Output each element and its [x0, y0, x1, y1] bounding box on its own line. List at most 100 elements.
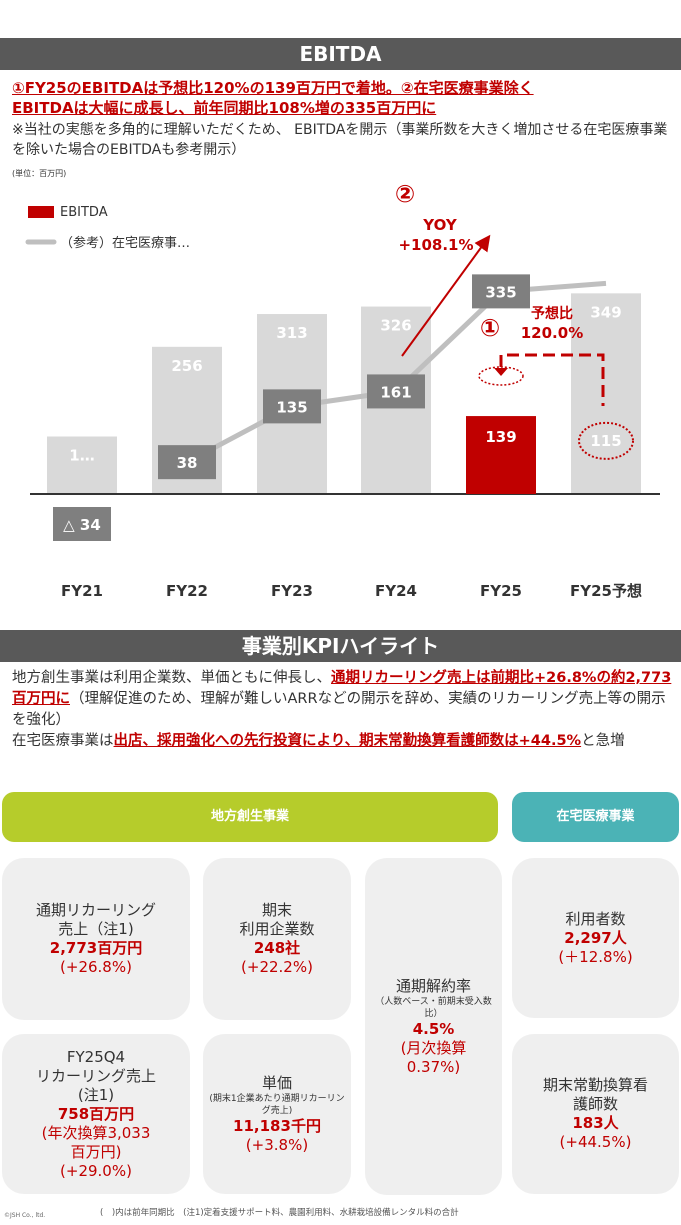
- forecast-arrow-head: [494, 368, 508, 376]
- card-value: 2,297: [564, 928, 612, 947]
- reference-bar-label: 313: [276, 324, 307, 342]
- card-sublabel: (期末1企業あたり通期リカーリング売上): [209, 1093, 345, 1116]
- forecast-label: 115: [590, 432, 621, 450]
- reference-bar: [47, 436, 117, 494]
- card-yoy: (+44.5%): [559, 1133, 632, 1151]
- kpi-intro-p1-highlight: 通期リカーリング売上は前期比+26.8%の約2,773百万円に: [12, 670, 672, 707]
- x-tick-label: FY24: [375, 582, 417, 600]
- card-label: リカーリング売上: [35, 1066, 156, 1085]
- card-cmp: 百万円): [70, 1142, 122, 1161]
- card-value: 248: [253, 939, 286, 957]
- ebitda-box-label: 38: [177, 454, 198, 472]
- x-tick-labels: FY21 FY22 FY23 FY24 FY25 FY25予想: [61, 582, 642, 600]
- copyright: ©JSH Co., ltd.: [4, 1212, 46, 1219]
- card-unit: 百万円: [89, 1104, 135, 1123]
- pill-local-business: 地方創生事業: [2, 792, 498, 842]
- card-unit: %: [439, 1019, 455, 1038]
- disclosure-note: ※当社の実態を多角的に理解いただくため、 EBITDAを開示（事業所数を大きく増…: [12, 122, 668, 158]
- card-unit: 人: [603, 1114, 619, 1132]
- forecast-bracket: [499, 353, 605, 406]
- card-value: 4.5: [412, 1019, 440, 1038]
- card-label: 利用者数: [565, 909, 626, 928]
- ebitda-box-label: 161: [380, 383, 411, 401]
- chart-annotations: ② YOY +108.1% ① 予想比 120.0%: [395, 180, 634, 460]
- card-label: 通期リカーリング: [35, 901, 156, 919]
- headline-line1: ①FY25のEBITDAは予想比120%の139百万円で着地。②在宅医療事業除く: [12, 79, 534, 97]
- card-sublabel: （人数ベース・前期末受入数比）: [375, 996, 492, 1019]
- card-label: 利用企業数: [239, 920, 315, 938]
- kpi-intro-p2-highlight: 出店、採用強化への先行投資により、期末常勤換算看護師数は+44.5%: [113, 733, 582, 749]
- pill-home-medical: 在宅医療事業: [512, 792, 679, 842]
- card-label: 期末: [261, 901, 292, 919]
- x-tick-label: FY25予想: [570, 582, 642, 600]
- reference-bar-label: 349: [590, 303, 621, 321]
- legend-swatch-ebitda: [28, 206, 54, 218]
- ebitda-box: [263, 389, 321, 424]
- ebitda-box: [158, 445, 216, 480]
- card-yoy: (＋12.8%): [558, 947, 633, 966]
- ebitda-bar-fy25: [466, 416, 536, 494]
- ebitda-box-label: 135: [276, 398, 307, 416]
- kpi-card-nurses: 期末常勤換算看 護師数 183人 (+44.5%): [512, 1034, 679, 1194]
- forecast-compare-label: 予想比: [531, 305, 573, 322]
- marker-1: ①: [480, 314, 500, 342]
- card-cmp: (年次換算3,033: [41, 1123, 151, 1142]
- reference-bar-label: 326: [380, 317, 411, 335]
- kpi-intro-p2a: 在宅医療事業は: [12, 733, 114, 749]
- kpi-card-q4-recurring: FY25Q4 リカーリング売上 (注1) 758百万円 (年次換算3,033 百…: [2, 1034, 190, 1194]
- kpi-card-users: 利用者数 2,297人 (＋12.8%): [512, 858, 679, 1018]
- card-yoy: (+22.2%): [241, 958, 313, 976]
- card-label: (注1): [77, 1085, 115, 1104]
- reference-bar: [571, 293, 641, 494]
- legend-label-reference: （参考）在宅医療事…: [60, 235, 190, 251]
- footer-note: ( )内は前年同期比 (注1)定着支援サポート料、農園利用料、水耕栽培設備レンタ…: [100, 1208, 459, 1218]
- x-tick-label: FY22: [166, 582, 208, 600]
- section-title-ebitda: EBITDA: [0, 38, 681, 70]
- card-yoy: (+3.8%): [245, 1135, 309, 1154]
- kpi-card-client-count: 期末 利用企業数 248社 (+22.2%): [203, 858, 351, 1020]
- forecast-dotted-circle: [578, 421, 634, 460]
- kpi-card-unit-price: 単価 (期末1企業あたり通期リカーリング売上) 11,183千円 (+3.8%): [203, 1034, 351, 1194]
- card-unit: 百万円: [97, 939, 143, 957]
- card-label: 通期解約率: [395, 976, 471, 995]
- yoy-value: +108.1%: [398, 236, 473, 254]
- card-label: 売上（注1): [58, 920, 134, 938]
- card-value: 11,183: [233, 1116, 291, 1135]
- card-yoy: (+29.0%): [60, 1161, 132, 1180]
- yoy-label: YOY: [422, 216, 458, 234]
- x-tick-label: FY25: [480, 582, 522, 600]
- kpi-intro-p2b: と急増: [581, 733, 625, 749]
- yoy-arrow: [401, 234, 491, 357]
- chart-legend: EBITDA （参考）在宅医療事…: [25, 205, 190, 251]
- card-label: 護師数: [572, 1095, 618, 1113]
- card-unit: 社: [285, 939, 301, 957]
- legend-label-ebitda: EBITDA: [60, 205, 108, 220]
- kpi-intro-p1b: （理解促進のため、理解が難しいARRなどの開示を辞め、実績のリカーリング売上等の…: [12, 691, 666, 728]
- x-tick-label: FY23: [271, 582, 313, 600]
- marker-2: ②: [395, 180, 415, 208]
- ebitda-box: [367, 374, 425, 409]
- headline-line2: EBITDAは大幅に成長し、前年同期比108%増の335百万円に: [12, 99, 437, 117]
- card-cmp: (月次換算: [400, 1038, 467, 1057]
- card-yoy: (+26.8%): [60, 958, 132, 976]
- unit-label: (単位：百万円): [12, 169, 67, 178]
- actual-dotted-circle: [478, 366, 524, 386]
- card-label: 単価: [261, 1073, 292, 1092]
- reference-bar-label: 256: [171, 357, 202, 375]
- card-label: FY25Q4: [66, 1047, 126, 1066]
- headline: ①FY25のEBITDAは予想比120%の139百万円で着地。②在宅医療事業除く…: [12, 78, 672, 118]
- card-unit: 人: [611, 928, 627, 947]
- kpi-intro: 地方創生事業は利用企業数、単価ともに伸長し、通期リカーリング売上は前期比+26.…: [12, 668, 674, 752]
- card-value: 758: [57, 1104, 90, 1123]
- reference-box-label: 335: [485, 283, 516, 301]
- reference-box: [472, 274, 530, 309]
- card-value: 183: [572, 1114, 604, 1132]
- card-unit: 千円: [290, 1116, 321, 1135]
- card-label: 期末常勤換算看: [542, 1076, 648, 1094]
- ebitda-bar-label: 139: [485, 428, 516, 446]
- ebitda-bars: △ 34 38 135 161 335 139 115: [53, 274, 622, 541]
- ebitda-chart: EBITDA （参考）在宅医療事… 1… 256 313 326 349 △ 34 38 13…: [25, 180, 660, 600]
- kpi-card-annual-recurring: 通期リカーリング 売上（注1) 2,773百万円 (+26.8%): [2, 858, 190, 1020]
- section-title-kpi: 事業別KPIハイライト: [0, 630, 681, 662]
- reference-bar-label: 1…: [69, 447, 94, 465]
